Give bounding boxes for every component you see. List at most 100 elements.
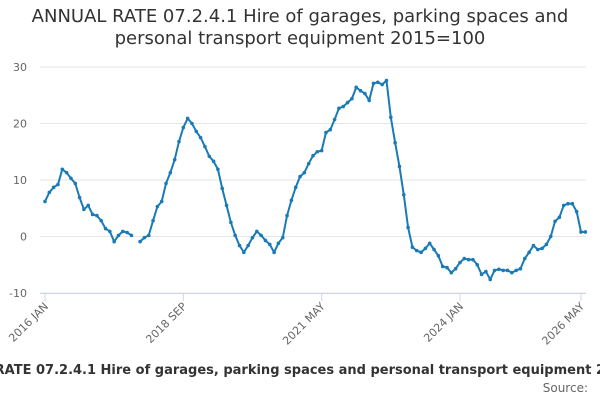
- data-point: [82, 207, 86, 212]
- data-point: [510, 270, 514, 275]
- data-point: [523, 256, 527, 261]
- data-point: [103, 226, 108, 231]
- data-point: [285, 213, 289, 218]
- x-tick-label: 2016 JAN: [6, 300, 51, 345]
- data-point: [168, 170, 173, 175]
- y-tick-label: 0: [20, 231, 27, 244]
- data-point: [501, 268, 505, 273]
- data-point: [553, 219, 557, 224]
- data-point: [95, 213, 99, 218]
- data-point: [488, 277, 493, 282]
- data-point: [112, 239, 116, 244]
- data-point: [561, 203, 566, 208]
- data-point: [358, 88, 363, 93]
- x-tick-label: 2021 MAY: [280, 300, 328, 348]
- data-point: [492, 268, 497, 273]
- chart: -10 0 10 20 30 2016 JAN 2018 SEP 2021 MAY 2024 J…: [6, 61, 587, 348]
- data-point: [129, 233, 134, 238]
- data-point: [60, 167, 65, 172]
- data-point: [263, 238, 268, 243]
- caption-box: ANNUAL RATE 07.2.4.1 Hire of garages, pa…: [0, 363, 600, 381]
- data-point: [164, 181, 168, 186]
- data-point: [535, 247, 540, 252]
- data-point: [51, 185, 56, 190]
- data-point: [544, 242, 549, 247]
- data-point: [453, 266, 458, 271]
- data-point: [138, 239, 142, 244]
- data-point: [380, 82, 384, 87]
- source: Source:: [542, 381, 588, 395]
- data-point: [371, 81, 376, 86]
- y-tick-label: 30: [13, 61, 27, 74]
- data-point: [198, 135, 203, 140]
- data-point: [479, 272, 484, 277]
- data-point: [116, 233, 121, 238]
- data-point: [401, 192, 406, 197]
- data-point: [47, 190, 52, 195]
- data-point: [376, 80, 380, 85]
- data-point: [397, 164, 402, 169]
- data-point: [151, 218, 155, 223]
- data-point: [203, 144, 207, 149]
- data-point: [579, 230, 583, 234]
- chart-title: ANNUAL RATE 07.2.4.1 Hire of garages, pa…: [31, 6, 569, 49]
- data-point: [272, 250, 276, 255]
- data-point: [159, 199, 164, 204]
- data-point: [185, 116, 190, 121]
- data-point: [540, 246, 544, 251]
- data-point: [211, 159, 216, 164]
- data-point: [414, 248, 419, 253]
- data-point: [220, 186, 225, 191]
- data-point: [440, 264, 445, 269]
- data-point: [311, 153, 315, 158]
- data-point: [570, 201, 575, 206]
- data-point: [259, 233, 263, 238]
- data-point: [406, 225, 410, 230]
- data-point: [177, 139, 181, 144]
- x-tick-label: 2026 MAY: [539, 300, 587, 348]
- data-point: [289, 198, 294, 203]
- data-point: [73, 181, 78, 186]
- data-point: [518, 266, 523, 271]
- data-point: [142, 235, 147, 240]
- data-point: [574, 209, 579, 214]
- data-point: [276, 241, 281, 246]
- data-point: [324, 130, 328, 135]
- data-point: [90, 212, 95, 217]
- data-point: [172, 157, 177, 162]
- data-point: [108, 229, 112, 234]
- data-point: [319, 148, 324, 153]
- data-point: [181, 125, 186, 130]
- data-point: [423, 246, 428, 251]
- data-point: [475, 262, 480, 267]
- data-point: [432, 247, 436, 252]
- data-point: [237, 243, 242, 248]
- data-point: [566, 201, 570, 206]
- data-point: [548, 234, 553, 239]
- caption: ANNUAL RATE 07.2.4.1 Hire of garages, pa…: [0, 363, 600, 378]
- data-point: [224, 203, 229, 208]
- data-point: [436, 253, 441, 258]
- data-point: [155, 204, 160, 209]
- data-point: [77, 195, 82, 200]
- data-point: [233, 233, 237, 238]
- data-point: [337, 106, 341, 111]
- data-point: [255, 229, 259, 234]
- data-point: [393, 140, 397, 145]
- data-point: [354, 85, 359, 90]
- data-point: [345, 100, 350, 105]
- data-point: [557, 215, 562, 220]
- data-point: [445, 265, 449, 270]
- y-tick-label: 10: [13, 174, 27, 187]
- data-point: [328, 127, 333, 132]
- data-point: [125, 230, 129, 235]
- data-point: [514, 268, 518, 273]
- data-point: [190, 121, 194, 126]
- data-point: [293, 185, 298, 190]
- data-point: [505, 268, 510, 273]
- data-point: [267, 242, 272, 247]
- data-point: [531, 243, 536, 248]
- data-point: [527, 250, 531, 255]
- data-point: [43, 199, 47, 204]
